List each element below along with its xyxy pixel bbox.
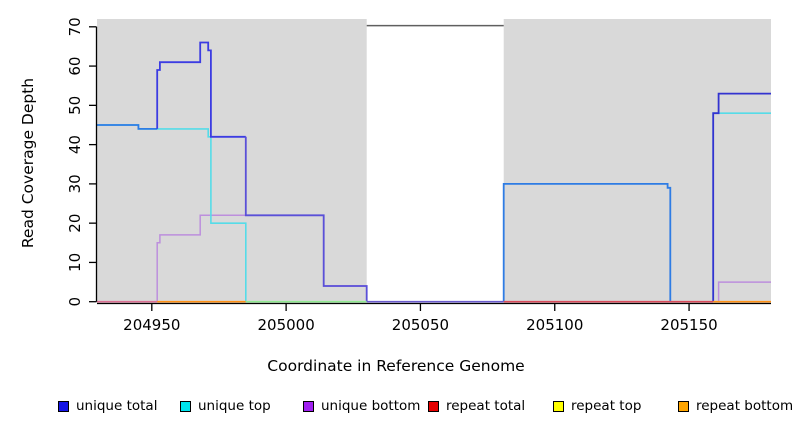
y-axis-title: Read Coverage Depth [19, 77, 37, 249]
legend-swatch-icon [180, 400, 191, 412]
legend-item-unique-top: unique top [180, 398, 271, 414]
x-tick-label: 205100 [526, 316, 583, 334]
legend-swatch-icon [428, 400, 439, 412]
x-axis-title: Coordinate in Reference Genome [267, 357, 525, 375]
legend-item-unique-total: unique total [58, 398, 157, 414]
legend: unique total unique top unique bottom repea… [0, 398, 792, 418]
highlight-band [366, 19, 504, 303]
y-axis: 0 10 20 30 40 50 60 70 [66, 17, 98, 307]
legend-label: unique bottom [321, 398, 421, 414]
y-tick-label: 0 [66, 297, 84, 307]
y-tick-label: 50 [66, 96, 84, 115]
legend-swatch-icon [678, 400, 689, 412]
legend-label: unique total [76, 398, 158, 414]
y-tick-label: 10 [66, 253, 84, 272]
x-tick-label: 204950 [123, 316, 180, 334]
legend-swatch-icon [303, 400, 314, 412]
y-tick-label: 40 [66, 135, 84, 154]
legend-swatch-icon [553, 400, 564, 412]
legend-item-unique-bottom: unique bottom [303, 398, 420, 414]
legend-label: unique top [198, 398, 271, 414]
legend-item-repeat-total: repeat total [428, 398, 525, 414]
y-tick-label: 30 [66, 174, 84, 193]
x-tick-label: 205000 [257, 316, 314, 334]
legend-label: repeat top [571, 398, 642, 414]
y-tick-label: 60 [66, 57, 84, 76]
legend-item-repeat-top: repeat top [553, 398, 641, 414]
series-unique-total [97, 41, 771, 302]
x-axis: 204950 205000 205050 205100 205150 [97, 302, 771, 334]
legend-swatch-icon [58, 400, 69, 412]
legend-label: repeat total [446, 398, 526, 414]
x-tick-label: 205150 [660, 316, 717, 334]
y-tick-label: 20 [66, 214, 84, 233]
legend-label: repeat bottom [696, 398, 792, 414]
x-tick-label: 205050 [392, 316, 449, 334]
legend-item-repeat-bottom: repeat bottom [678, 398, 792, 414]
y-tick-label: 70 [66, 17, 84, 36]
